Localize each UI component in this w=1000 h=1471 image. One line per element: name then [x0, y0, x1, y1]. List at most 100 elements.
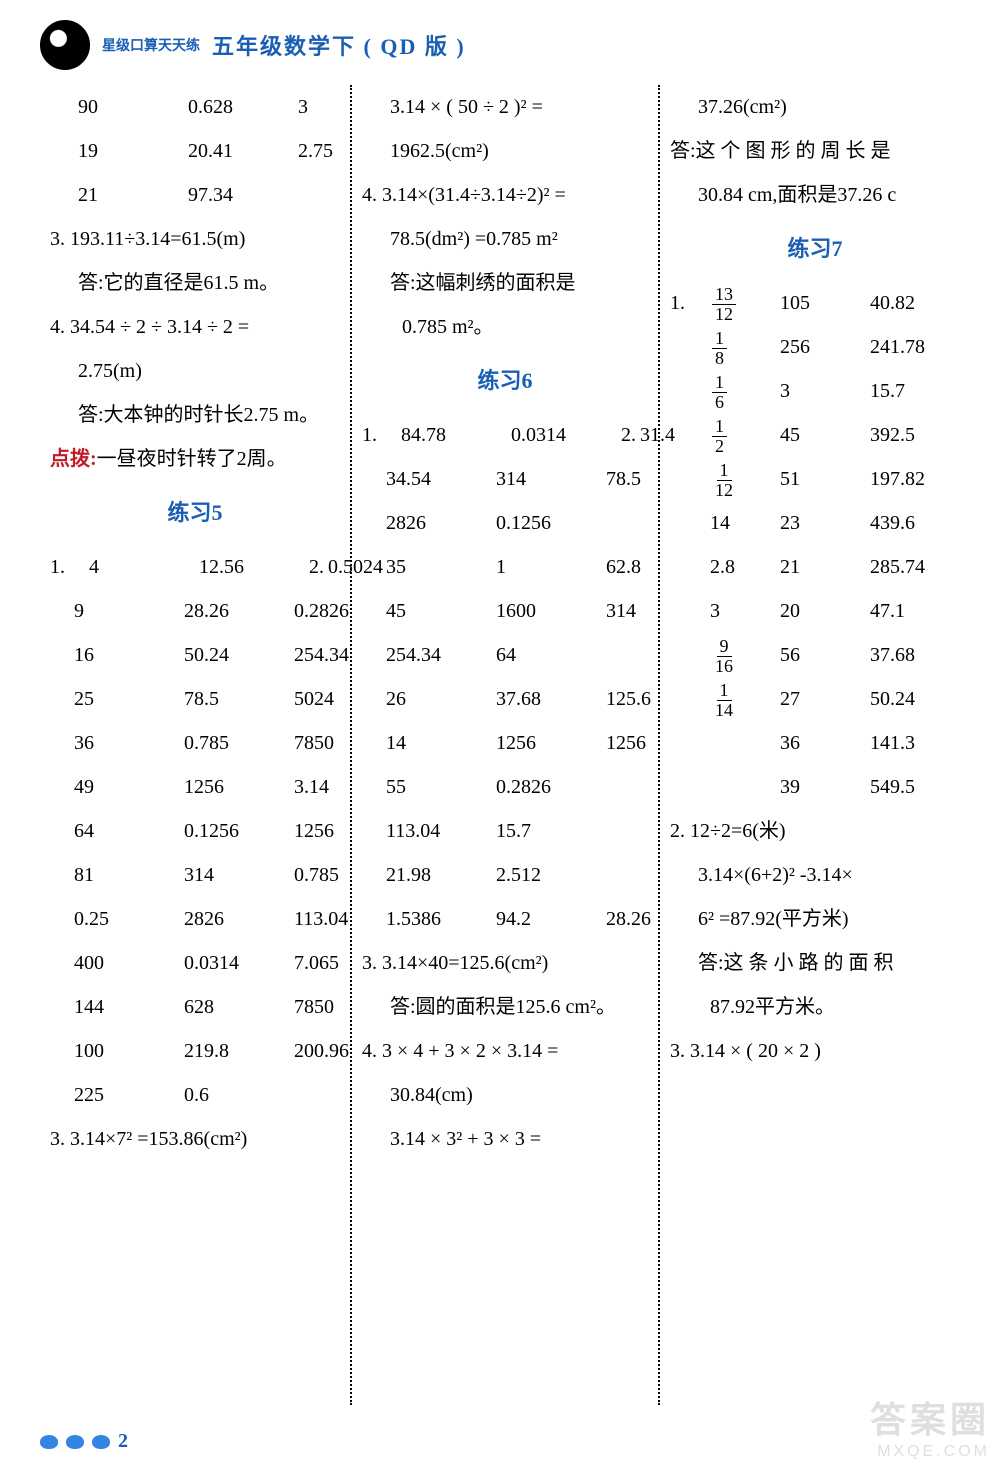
table-row: 1650.24254.34: [50, 633, 340, 677]
cell: 15.7: [496, 809, 586, 853]
table-row: 1.412.562.0.5024: [50, 545, 340, 589]
cell: 39: [780, 765, 850, 809]
table-row: 451600314: [362, 589, 648, 633]
table-row: 1920.412.75: [50, 129, 340, 173]
cell: 100: [74, 1029, 164, 1073]
cell: 1312: [710, 281, 760, 325]
cell: 18: [710, 325, 760, 369]
c3-q2-ans2: 87.92平方米。: [670, 985, 960, 1029]
table-row: 1245392.5: [670, 413, 960, 457]
c2-q4b: 78.5(dm²) =0.785 m²: [362, 217, 648, 261]
cell: 144: [74, 985, 164, 1029]
row-prefix: [670, 325, 686, 369]
row-prefix: [670, 721, 686, 765]
c3-ans1a: 答:这 个 图 形 的 周 长 是: [670, 129, 960, 173]
cell: 21: [780, 545, 850, 589]
cell: 439.6: [870, 501, 960, 545]
column-3: 37.26(cm²) 答:这 个 图 形 的 周 长 是 30.84 cm,面积…: [660, 85, 970, 1405]
page-header: 星级口算天天练 五年级数学下 ( QD 版 ): [40, 20, 960, 70]
cell: 14: [386, 721, 476, 765]
table-row: 900.6283: [50, 85, 340, 129]
cell: 0.2826: [496, 765, 586, 809]
row-prefix: 1.: [362, 413, 377, 457]
cell: 0.6: [184, 1073, 274, 1117]
table-row: 640.12561256: [50, 809, 340, 853]
c2-top2: 1962.5(cm²): [362, 129, 648, 173]
cell: 0.785: [184, 721, 274, 765]
cell: 285.74: [870, 545, 960, 589]
cell: 254.34: [386, 633, 476, 677]
c2-q4e: 3.14 × 3² + 3 × 3 =: [362, 1117, 648, 1161]
c1-q3: 3. 193.11÷3.14=61.5(m): [50, 217, 340, 261]
cell: 35: [386, 545, 476, 589]
cell: 314: [496, 457, 586, 501]
cell: 28.26: [184, 589, 274, 633]
cell: 2826: [386, 501, 476, 545]
row-prefix: [670, 369, 686, 413]
table-row: 11251197.82: [670, 457, 960, 501]
page-number: 2: [118, 1430, 128, 1453]
table-row: 36141.3: [670, 721, 960, 765]
row-prefix: [670, 457, 686, 501]
cell: 56: [780, 633, 850, 677]
c1-q4-ans: 答:大本钟的时针长2.75 m。: [50, 393, 340, 437]
cell: [710, 765, 760, 809]
cell: 84.78: [401, 413, 491, 457]
row-prefix: [670, 633, 686, 677]
table-row: 360.7857850: [50, 721, 340, 765]
cell: 21: [78, 173, 168, 217]
cell: 94.2: [496, 897, 586, 941]
row-prefix: [670, 677, 686, 721]
footer-dot-icon: [66, 1435, 84, 1449]
footer-dot-icon: [40, 1435, 58, 1449]
cell: 15.7: [870, 369, 960, 413]
cell: 26: [386, 677, 476, 721]
ex7-title: 练习7: [670, 225, 960, 273]
table-row: 34.5431478.5: [362, 457, 648, 501]
table-row: 1.538694.228.26: [362, 897, 648, 941]
table-row: 2.821285.74: [670, 545, 960, 589]
logo-icon: [40, 20, 90, 70]
cell: 37.68: [870, 633, 960, 677]
cell: 1256: [496, 721, 586, 765]
cell: 112: [710, 457, 760, 501]
table-row: 35162.8: [362, 545, 648, 589]
c2-q4a: 4. 3.14×(31.4÷3.14÷2)² =: [362, 173, 648, 217]
table-row: 0.252826113.04: [50, 897, 340, 941]
cell: 45: [386, 589, 476, 633]
c3-q2a: 2. 12÷2=6(米): [670, 809, 960, 853]
table-row: 225 0.6: [50, 1073, 340, 1117]
c1-q3-ans: 答:它的直径是61.5 m。: [50, 261, 340, 305]
column-1: 900.62831920.412.7521 97.34 3. 193.11÷3.1…: [40, 85, 350, 1405]
c1-q4b: 2.75(m): [50, 349, 340, 393]
cell: 225: [74, 1073, 164, 1117]
logo-subtext: 星级口算天天练: [102, 35, 200, 55]
cell: 114: [710, 677, 760, 721]
cell: 55: [386, 765, 476, 809]
table-row: 1412561256: [362, 721, 648, 765]
cell: 12.56: [199, 545, 289, 589]
table-row: 1.131210540.82: [670, 281, 960, 325]
watermark: 答案圈 MXQE.COM: [870, 1391, 990, 1461]
table-row: 16315.7: [670, 369, 960, 413]
cell: 628: [184, 985, 274, 1029]
cell: 97.34: [188, 173, 278, 217]
cell: 1: [496, 545, 586, 589]
cell: 3: [710, 589, 760, 633]
row-prefix: [670, 545, 686, 589]
table-row: 100219.8200.96: [50, 1029, 340, 1073]
cell: 314: [184, 853, 274, 897]
cell: 1600: [496, 589, 586, 633]
cell: 241.78: [870, 325, 960, 369]
c2-q3a: 3. 3.14×40=125.6(cm²): [362, 941, 648, 985]
table-row: 1446287850: [50, 985, 340, 1029]
cell: 37.68: [496, 677, 586, 721]
ex6-title: 练习6: [362, 357, 648, 405]
column-2: 3.14 × ( 50 ÷ 2 )² = 1962.5(cm²) 4. 3.14…: [350, 85, 660, 1405]
c2-q4-ans1: 答:这幅刺绣的面积是: [362, 261, 648, 305]
cell: 0.0314: [511, 413, 601, 457]
c3-q2c: 6² =87.92(平方米): [670, 897, 960, 941]
page-footer: 2: [40, 1430, 128, 1453]
hint-text: 一昼夜时针转了2周。: [97, 448, 287, 470]
cell: 36: [74, 721, 164, 765]
